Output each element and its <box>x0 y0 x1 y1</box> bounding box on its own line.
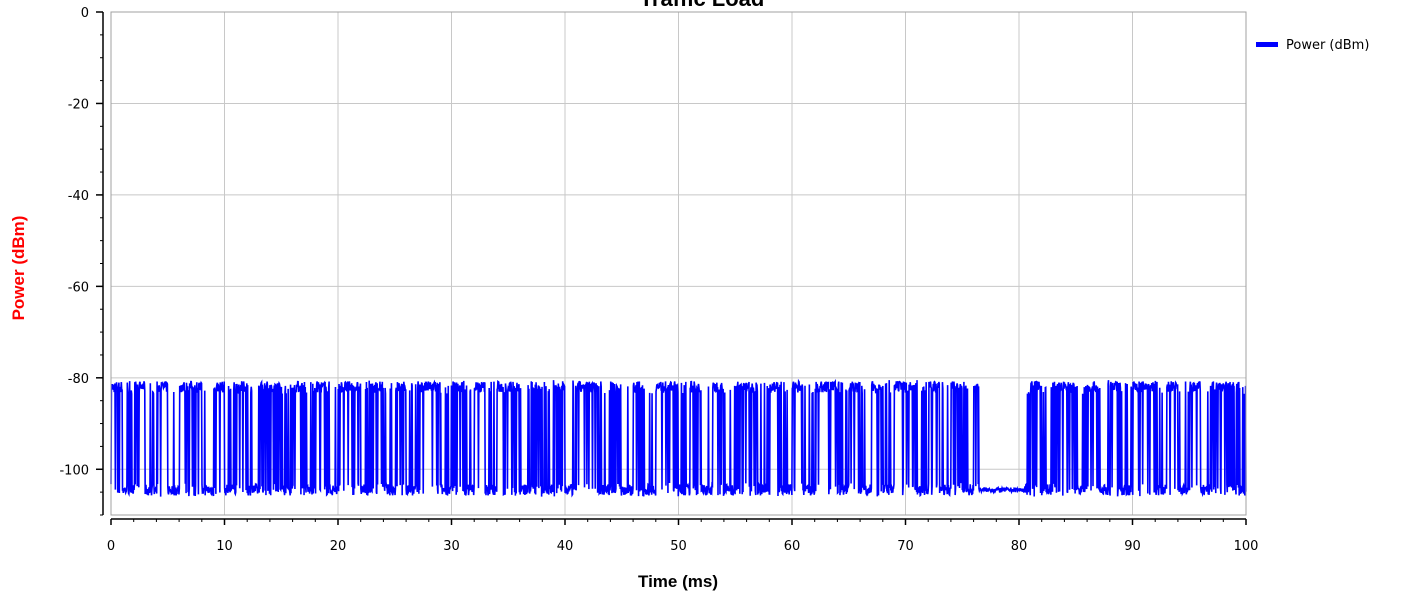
x-tick-label-6: 60 <box>784 539 801 554</box>
y-tick-label-5: -100 <box>59 463 89 478</box>
x-ticks: 0 10 20 30 40 50 60 70 80 90 100 <box>107 519 1259 554</box>
data-series <box>110 378 1247 498</box>
y-axis-title: Power (dBm) <box>9 216 28 321</box>
legend-label-power: Power (dBm) <box>1286 38 1369 53</box>
x-tick-label-5: 50 <box>670 539 687 554</box>
y-ticks: 0 -20 -40 -60 -80 -100 <box>59 6 103 516</box>
y-tick-label-1: -20 <box>68 97 89 112</box>
y-tick-label-4: -80 <box>68 372 89 387</box>
x-tick-label-4: 40 <box>557 539 574 554</box>
x-tick-label-1: 10 <box>216 539 233 554</box>
y-tick-label-3: -60 <box>68 280 89 295</box>
x-axis-title: Time (ms) <box>638 572 718 591</box>
y-tick-label-0: 0 <box>81 6 89 21</box>
x-tick-label-10: 100 <box>1234 539 1259 554</box>
x-tick-label-7: 70 <box>897 539 914 554</box>
x-tick-label-2: 20 <box>330 539 347 554</box>
x-tick-label-3: 30 <box>443 539 460 554</box>
x-tick-label-0: 0 <box>107 539 115 554</box>
legend: Power (dBm) <box>1256 38 1369 53</box>
x-tick-label-8: 80 <box>1011 539 1028 554</box>
chart-title: Traffic Load <box>640 0 765 11</box>
legend-swatch-power <box>1256 42 1278 47</box>
x-tick-label-9: 90 <box>1124 539 1141 554</box>
plot-frame <box>110 11 1247 516</box>
y-tick-label-2: -40 <box>68 189 89 204</box>
series-line-power <box>110 378 1247 498</box>
